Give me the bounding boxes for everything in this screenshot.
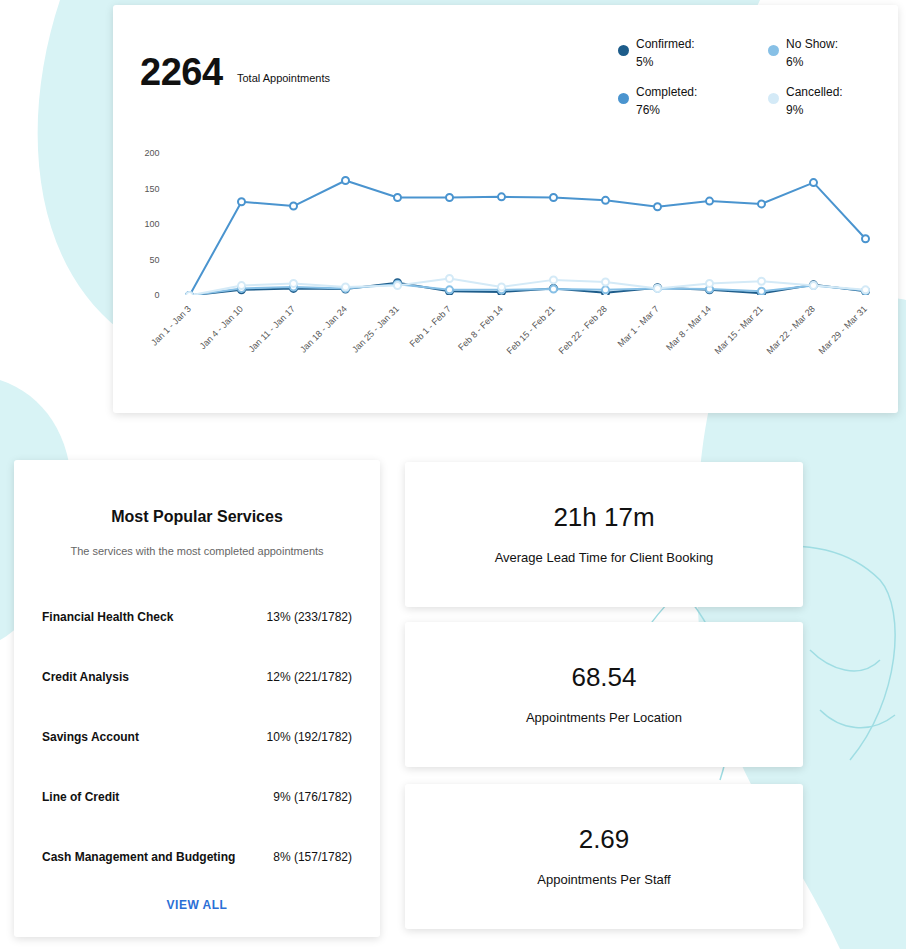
- svg-text:Mar 29 - Mar 31: Mar 29 - Mar 31: [817, 304, 869, 356]
- html-text:68.54: 68.54: [571, 662, 637, 692]
- html-text:13% (233/1782): 13% (233/1782): [266, 610, 352, 624]
- html-text:9%: 9%: [786, 103, 804, 117]
- html-text:Appointments Per Staff: Appointments Per Staff: [537, 872, 671, 887]
- html-text:Total Appointments: Total Appointments: [237, 72, 330, 84]
- html-text:2.69: 2.69: [578, 824, 630, 854]
- svg-text:200: 200: [144, 148, 159, 158]
- html-text:Financial Health Check: Financial Health Check: [42, 610, 174, 624]
- html-text:Most Popular Services: Most Popular Services: [111, 508, 283, 525]
- svg-text:Jan 25 - Jan 31: Jan 25 - Jan 31: [350, 304, 401, 355]
- html-text:9% (176/1782): 9% (176/1782): [273, 790, 352, 804]
- html-text:2264: 2264: [140, 51, 223, 93]
- svg-text:Jan 4 - Jan 10: Jan 4 - Jan 10: [198, 304, 245, 351]
- html-text:VIEW ALL: VIEW ALL: [166, 898, 228, 912]
- html-text:Appointments Per Location: Appointments Per Location: [525, 710, 682, 725]
- html-text:21h 17m: 21h 17m: [553, 502, 655, 532]
- html-text:10% (192/1782): 10% (192/1782): [266, 730, 352, 744]
- html-text:8% (157/1782): 8% (157/1782): [273, 850, 352, 864]
- svg-text:100: 100: [144, 219, 159, 229]
- svg-text:Mar 8 - Mar 14: Mar 8 - Mar 14: [664, 304, 713, 353]
- html-text:Average Lead Time for Client B: Average Lead Time for Client Booking: [494, 550, 714, 565]
- svg-text:Jan 18 - Jan 24: Jan 18 - Jan 24: [298, 304, 349, 355]
- svg-text:Mar 22 - Mar 28: Mar 22 - Mar 28: [765, 304, 817, 356]
- svg-text:Jan 11 - Jan 17: Jan 11 - Jan 17: [246, 304, 296, 354]
- svg-text:150: 150: [144, 184, 159, 194]
- svg-text:Feb 15 - Feb 21: Feb 15 - Feb 21: [505, 304, 557, 356]
- html-text:Cancelled:: Cancelled:: [786, 85, 843, 99]
- html-text:Confirmed:: Confirmed:: [636, 37, 695, 51]
- svg-text:Feb 1 - Feb 7: Feb 1 - Feb 7: [408, 304, 453, 349]
- svg-text:Feb 8 - Feb 14: Feb 8 - Feb 14: [456, 304, 505, 353]
- svg-text:0: 0: [154, 290, 159, 300]
- html-text:Line of Credit: Line of Credit: [42, 790, 120, 804]
- svg-text:50: 50: [149, 255, 159, 265]
- html-text:6%: 6%: [786, 55, 804, 69]
- svg-text:Mar 15 - Mar 21: Mar 15 - Mar 21: [713, 304, 765, 356]
- svg-text:Mar 1 - Mar 7: Mar 1 - Mar 7: [616, 304, 661, 349]
- svg-text:Jan 1 - Jan 3: Jan 1 - Jan 3: [149, 304, 193, 348]
- html-text:No Show:: No Show:: [786, 37, 838, 51]
- html-text:5%: 5%: [636, 55, 654, 69]
- html-text:12% (221/1782): 12% (221/1782): [266, 670, 352, 684]
- svg-text:Feb 22 - Feb 28: Feb 22 - Feb 28: [557, 304, 609, 356]
- html-text:Savings Account: Savings Account: [42, 730, 139, 744]
- html-text:Completed:: Completed:: [636, 85, 698, 99]
- html-text:76%: 76%: [636, 103, 660, 117]
- html-text:Credit Analysis: Credit Analysis: [42, 670, 129, 684]
- html-text:The services with the most com: The services with the most completed app…: [70, 545, 324, 557]
- html-text:Cash Management and Budgeting: Cash Management and Budgeting: [42, 850, 236, 864]
